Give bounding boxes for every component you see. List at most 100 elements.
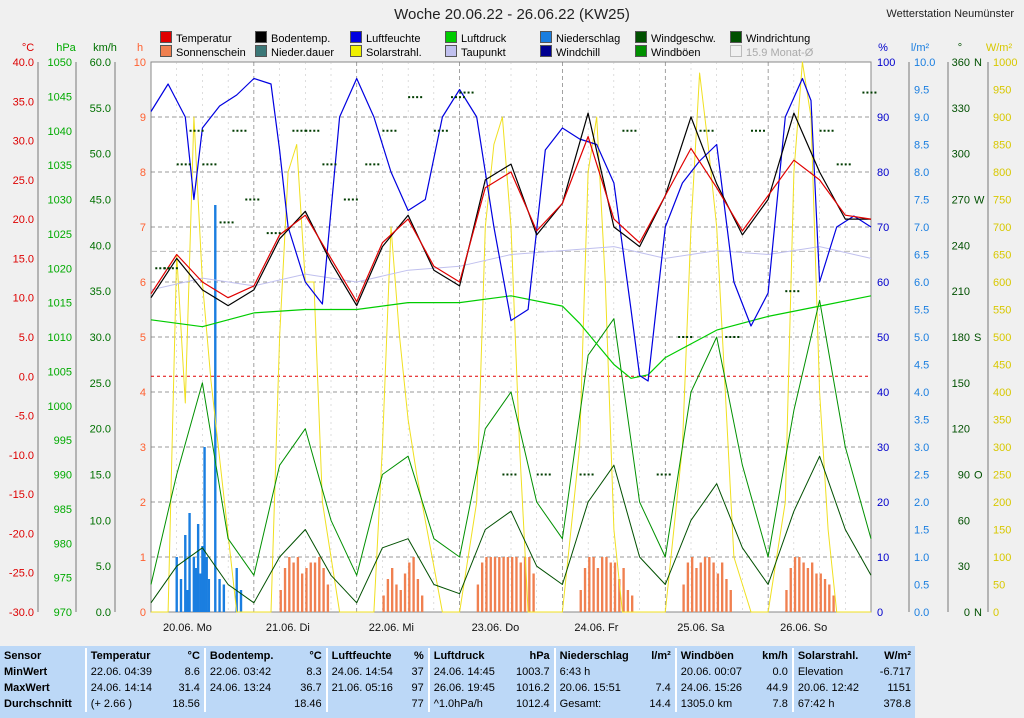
deg-tick: 240 [952,240,970,252]
deg-tick: 0 [964,607,970,619]
hour-tick: 1 [140,552,146,564]
wm2-tick: 100 [993,552,1011,564]
wind-direction-dot [763,129,765,132]
legend-item-windrichtung: Windrichtung [730,31,810,45]
wind-direction-dot [707,129,710,132]
legend-label: Windgeschw. [651,33,716,45]
deg-tick: 150 [952,378,970,390]
sunshine-bar [579,590,582,612]
wind-direction-dot [678,336,681,338]
wind-direction-dot [231,221,234,224]
wm2-tick: 500 [993,332,1011,344]
soil-temperature-line [150,112,871,307]
wind-direction-dot [313,129,316,132]
stats-col-name: Luftdruck [427,648,508,664]
stats-col-name: Niederschlag [553,648,642,664]
hpa-tick: 975 [54,573,72,585]
legend-swatch [540,31,552,43]
wind-direction-dot [874,91,877,94]
wind-direction-dot [420,96,423,99]
sunshine-bar [631,595,634,612]
legend-label: Windchill [556,47,601,59]
wind-direction-dot [793,290,796,293]
wind-direction-dot [690,336,693,338]
legend-item-windchill: Windchill [540,45,600,59]
lm2-tick: 3.5 [914,415,929,427]
stats-cell-time: 24.06. 13:24 [203,680,286,696]
wind-direction-dot [193,129,196,132]
sunshine-bar [716,573,720,612]
hpa-tick: 1025 [48,229,72,241]
wind-direction-dot [365,163,368,166]
sunshine-bar [399,590,402,612]
stats-cell-time [325,696,405,712]
wind-direction-dot [819,129,822,132]
wind-speed-line [150,455,872,604]
precipitation-bar [194,568,198,612]
wind-direction-dot [626,129,629,132]
wind-direction-dot [471,91,474,94]
temp-unit-label: °C [22,42,34,54]
precipitation-bar [192,557,196,612]
legend-item-windgeschw: Windgeschw. [635,31,716,45]
temp-tick: -25.0 [9,568,34,580]
stats-col-unit: hPa [529,650,550,662]
wind-direction-dot [176,163,179,166]
wm2-tick: 650 [993,250,1011,262]
wind-direction-dot [249,198,252,201]
lm2-unit-label: l/m² [911,42,930,54]
wind-direction-dot [870,91,873,94]
compass-label: S [974,332,981,344]
kmh-tick: 0.0 [96,607,111,619]
deg-tick: 120 [952,424,970,436]
wind-direction-dot [755,129,757,132]
hour-tick: 2 [140,497,146,509]
sunshine-bar [682,584,685,612]
pct-tick: 50 [877,332,889,344]
legend-swatch [160,45,172,57]
wm2-tick: 300 [993,442,1011,454]
wind-direction-dot [751,129,753,132]
stats-col-name: Windböen [674,648,755,664]
lm2-tick: 0.0 [914,607,929,619]
stats-cell-time: 20.06. 00:07 [674,664,755,680]
wind-direction-dot [514,473,517,476]
wind-direction-dot [848,163,851,166]
stats-cell-time: 24.06. 14:45 [427,664,508,680]
wm2-tick: 150 [993,525,1011,537]
wind-direction-dot [866,91,869,94]
lm2-tick: 1.0 [914,552,929,564]
precipitation-bar [239,590,243,612]
stats-cell-value: 378.8 [883,698,911,710]
wm2-tick: 850 [993,140,1011,152]
stats-col-unit: l/m² [651,650,671,662]
lm2-tick: 4.5 [914,360,929,372]
kmh-tick: 30.0 [90,332,111,344]
wm2-tick: 900 [993,112,1011,124]
legend-label: Sonnenschein [176,47,246,59]
kmh-tick: 50.0 [90,149,111,161]
sunshine-bar [309,562,312,612]
sunshine-bar [386,579,390,612]
wind-direction-dot [540,473,543,476]
wind-direction-dot [155,267,158,270]
wind-direction-dot [202,163,205,166]
lm2-tick: 8.0 [914,167,929,179]
kmh-tick: 10.0 [90,515,111,527]
sunshine-bar [498,557,501,612]
stats-row-label: Durchschnitt [4,698,72,710]
sunshine-bar [318,557,321,612]
stats-cell-time: 20.06. 12:42 [791,680,872,696]
stats-cell-value: 1003.7 [516,666,550,678]
deg-tick: 60 [958,515,970,527]
lm2-tick: 0.5 [914,580,929,592]
stats-cell-time: (+ 2.66 ) [84,696,165,712]
legend-item-niederdauer: Nieder.dauer [255,45,334,59]
sunshine-bar [695,568,698,612]
temp-tick: -5.0 [15,411,34,423]
legend-item-sonnenschein: Sonnenschein [160,45,246,59]
wind-direction-dot [630,129,633,132]
legend-swatch [350,45,362,57]
deg-tick: 30 [958,561,970,573]
legend-item-luftdruck: Luftdruck [445,31,506,45]
